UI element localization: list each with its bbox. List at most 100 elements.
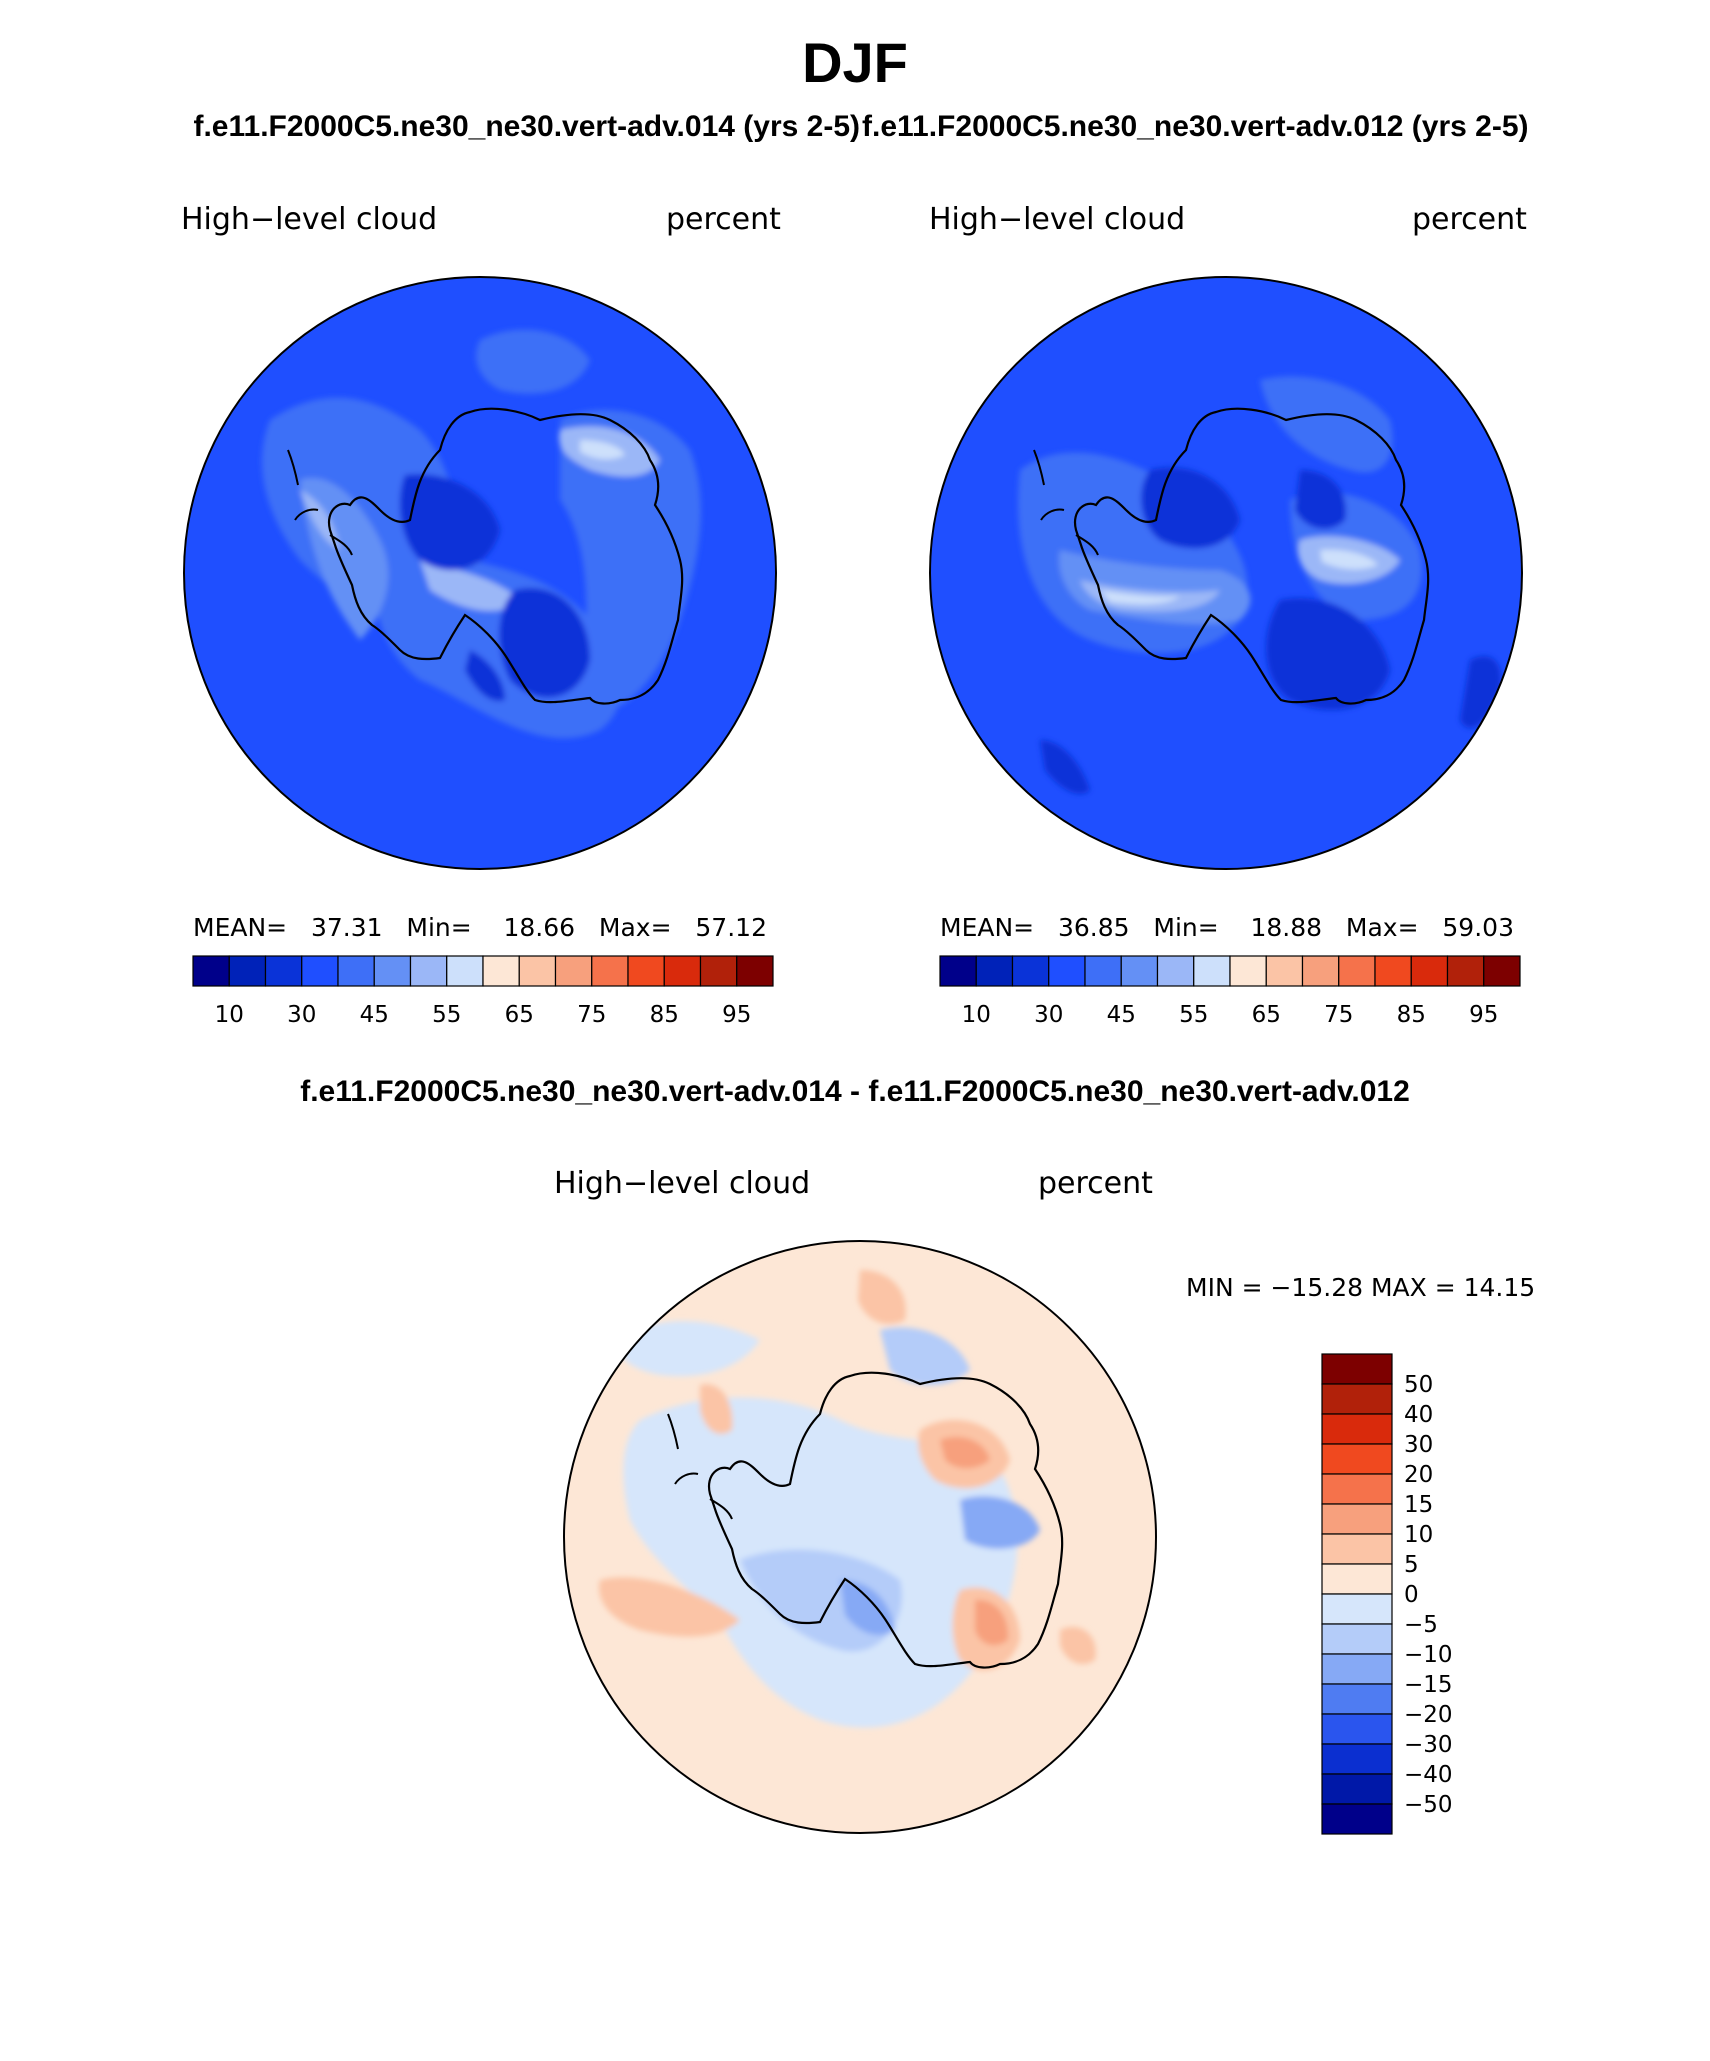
- panel2-stats: MEAN= 36.85 Min= 18.88 Max= 59.03: [940, 913, 1514, 942]
- panel3-contour-j: [975, 1599, 1009, 1646]
- panel1-min-label: Min=: [406, 913, 472, 942]
- panel3-stats: MIN = −15.28 MAX = 14.15: [1186, 1273, 1536, 1302]
- panel1-colorbar-tick-label: 75: [577, 1002, 606, 1028]
- panel2-colorbar-swatch: [1374, 955, 1412, 987]
- panel3-colorbar-swatch: [1321, 1653, 1393, 1685]
- panel3-colorbar-swatch: [1321, 1683, 1393, 1715]
- panel3-colorbar-swatch: [1321, 1533, 1393, 1565]
- panel2-map-border: [929, 276, 1523, 870]
- panel1-colorbar-swatch: [699, 955, 738, 987]
- panel2-antarctica-coastline: [1073, 407, 1430, 705]
- panel1-stats: MEAN= 37.31 Min= 18.66 Max= 57.12: [193, 913, 767, 942]
- panel2-max-label: Max=: [1345, 913, 1419, 942]
- panel2-colorbar-swatch: [1120, 955, 1159, 987]
- panel3-colorbar-tick-label: −20: [1404, 1702, 1453, 1728]
- panel3-contour-f: [840, 1580, 895, 1635]
- panel2-variable-label: High−level cloud: [929, 202, 1186, 237]
- panel1-colorbar-tick-label: 30: [287, 1002, 316, 1028]
- panel1-colorbar-swatch: [591, 955, 629, 987]
- panel2-colorbar-swatch: [975, 955, 1014, 987]
- panel2-contour-c: [1260, 376, 1393, 473]
- panel2-colorbar-swatch: [1011, 955, 1050, 987]
- panel3-colorbar-tick-label: 50: [1404, 1372, 1433, 1398]
- panel2-colorbar-swatch: [1446, 955, 1485, 987]
- panel1-colorbar-swatch: [264, 955, 303, 987]
- panel1-colorbar-swatch: [337, 955, 375, 987]
- panel2-colorbar-swatch: [1048, 955, 1086, 987]
- panel3-antarctica-coastline: [707, 1371, 1064, 1669]
- panel1-peninsula-outline: [287, 449, 353, 556]
- panel2-units-label: percent: [1412, 202, 1527, 237]
- panel2-mean-label: MEAN=: [940, 913, 1035, 942]
- panel1-colorbar-swatch: [228, 955, 267, 987]
- panel1-colorbar-swatch: [192, 955, 230, 987]
- panel3-colorbar-tick-label: 10: [1404, 1522, 1433, 1548]
- panel3-colorbar-tick-label: −10: [1404, 1642, 1453, 1668]
- panel3-contour-d: [880, 1327, 970, 1385]
- page-title: DJF: [802, 31, 908, 94]
- panel2-colorbar-swatch: [1338, 955, 1376, 987]
- panel3-colorbar-tick-label: 0: [1404, 1582, 1419, 1608]
- panel2-colorbar: 10 30 45 55 65 75 85 95: [939, 955, 1521, 1028]
- panel2-contour-i: [1141, 467, 1240, 549]
- panel1-variable-label: High−level cloud: [181, 202, 438, 237]
- panel1-colorbar-swatch: [409, 955, 448, 987]
- panel3-colorbar-tick-label: −15: [1404, 1672, 1453, 1698]
- panel3-colorbar-swatch: [1321, 1563, 1393, 1595]
- panel3-colorbar-swatch: [1321, 1623, 1393, 1655]
- panel1-contour-d: [476, 329, 590, 394]
- panel3-contour-l: [858, 1270, 906, 1324]
- panel3-contour-k: [599, 1577, 740, 1637]
- panel1-colorbar-swatch: [627, 955, 665, 987]
- panel1-colorbar-tick-label: 65: [505, 1002, 534, 1028]
- panel3-colorbar-swatch: [1321, 1383, 1393, 1415]
- panel1-contour-k: [499, 588, 590, 698]
- panel3-contour-m: [700, 1384, 733, 1434]
- panel3-colorbar-tick-label: −50: [1404, 1792, 1453, 1818]
- panel3-variable-label: High−level cloud: [554, 1166, 811, 1201]
- panel2-contour-h: [1100, 590, 1180, 605]
- panel1-contour-c: [560, 410, 701, 712]
- panel1-min-value: 18.66: [503, 913, 576, 942]
- panel1-colorbar-tick-label: 10: [215, 1002, 244, 1028]
- panel1-colorbar-tick-label: 45: [360, 1002, 389, 1028]
- panel2-colorbar-tick-label: 75: [1324, 1002, 1353, 1028]
- panel1-mean-label: MEAN=: [193, 913, 288, 942]
- panel1-colorbar-swatch: [736, 955, 774, 987]
- panel2-colorbar-tick-label: 95: [1469, 1002, 1498, 1028]
- panel1-units-label: percent: [666, 202, 781, 237]
- panel3-colorbar-tick-label: −5: [1404, 1612, 1438, 1638]
- panel2-colorbar-swatch: [1193, 955, 1231, 987]
- panel2-map: [929, 276, 1523, 870]
- panel2-contour-f: [1320, 549, 1378, 570]
- panel2-colorbar-swatch: [1410, 955, 1449, 987]
- panel3-contour-e: [960, 1496, 1040, 1549]
- panel3-map-border: [563, 1240, 1157, 1834]
- panel2-colorbar-swatch: [1156, 955, 1195, 987]
- panel3-colorbar-tick-label: 5: [1404, 1552, 1419, 1578]
- panel2-min-value: 18.88: [1250, 913, 1323, 942]
- panel1-contour-g: [580, 440, 625, 460]
- case-left-title: f.e11.F2000C5.ne30_ne30.vert-adv.014 (yr…: [193, 110, 860, 143]
- panel3-colorbar-swatch: [1321, 1473, 1393, 1505]
- panel2-contour-l: [1040, 740, 1090, 794]
- panel3-map: [563, 1240, 1157, 1834]
- panel3-contour-b: [619, 1321, 760, 1377]
- panel1-colorbar-swatch: [663, 955, 702, 987]
- panel2-colorbar-swatch: [1229, 955, 1267, 987]
- panel1-map: [183, 276, 777, 870]
- panel2-colorbar-tick-label: 45: [1107, 1002, 1136, 1028]
- panel2-colorbar-swatch: [1483, 955, 1521, 987]
- panel1-map-border: [183, 276, 777, 870]
- panel3-colorbar-swatch: [1321, 1593, 1393, 1625]
- panel1-contour-l: [465, 650, 505, 701]
- panel1-max-label: Max=: [598, 913, 672, 942]
- panel2-contour-j: [1266, 598, 1390, 710]
- panel2-colorbar-tick-label: 30: [1034, 1002, 1063, 1028]
- panel3-colorbar-swatch: [1321, 1443, 1393, 1475]
- panel2-colorbar-tick-label: 65: [1252, 1002, 1281, 1028]
- panel1-colorbar-swatch: [301, 955, 339, 987]
- panel2-colorbar-tick-label: 10: [962, 1002, 991, 1028]
